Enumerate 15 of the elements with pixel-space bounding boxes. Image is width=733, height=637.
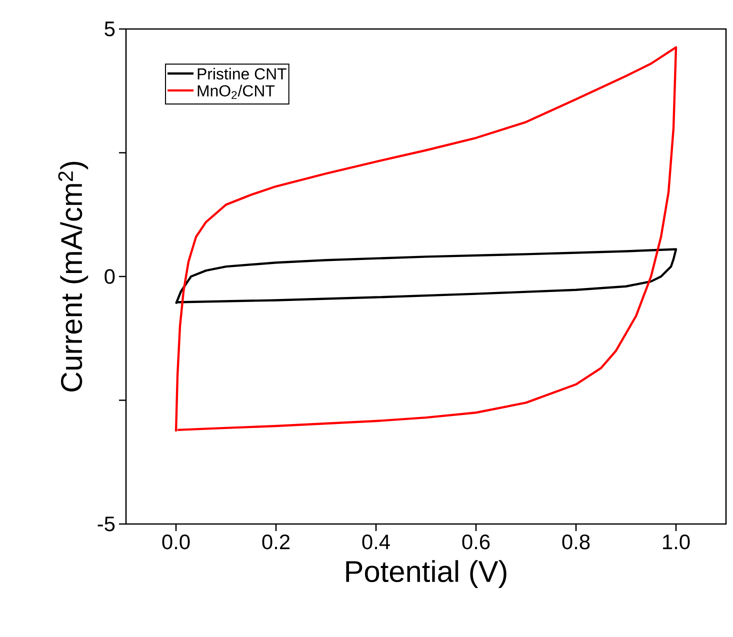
x-tick-label: 0.6 — [462, 534, 490, 550]
x-tick-label: 0.2 — [262, 534, 290, 550]
y-axis-title: Current (mA/cm$^{2}$) — [58, 162, 88, 392]
legend-label: Pristine CNT — [198, 68, 286, 80]
x-axis-title: Potential (V) — [346, 560, 506, 588]
x-tick-label: 0.4 — [362, 534, 390, 550]
y-tick-label: 5 — [104, 22, 115, 36]
x-tick-label: 1.0 — [663, 534, 690, 550]
y-tick-label: -5 — [98, 516, 115, 532]
x-tick-label: 0.8 — [562, 534, 590, 550]
line-series — [174, 46, 678, 433]
line-series — [174, 248, 678, 305]
legend-label: MnO$_{2}$/CNT — [198, 84, 275, 99]
y-tick-label: 0 — [104, 269, 115, 284]
x-tick-label: 0.0 — [162, 534, 190, 550]
